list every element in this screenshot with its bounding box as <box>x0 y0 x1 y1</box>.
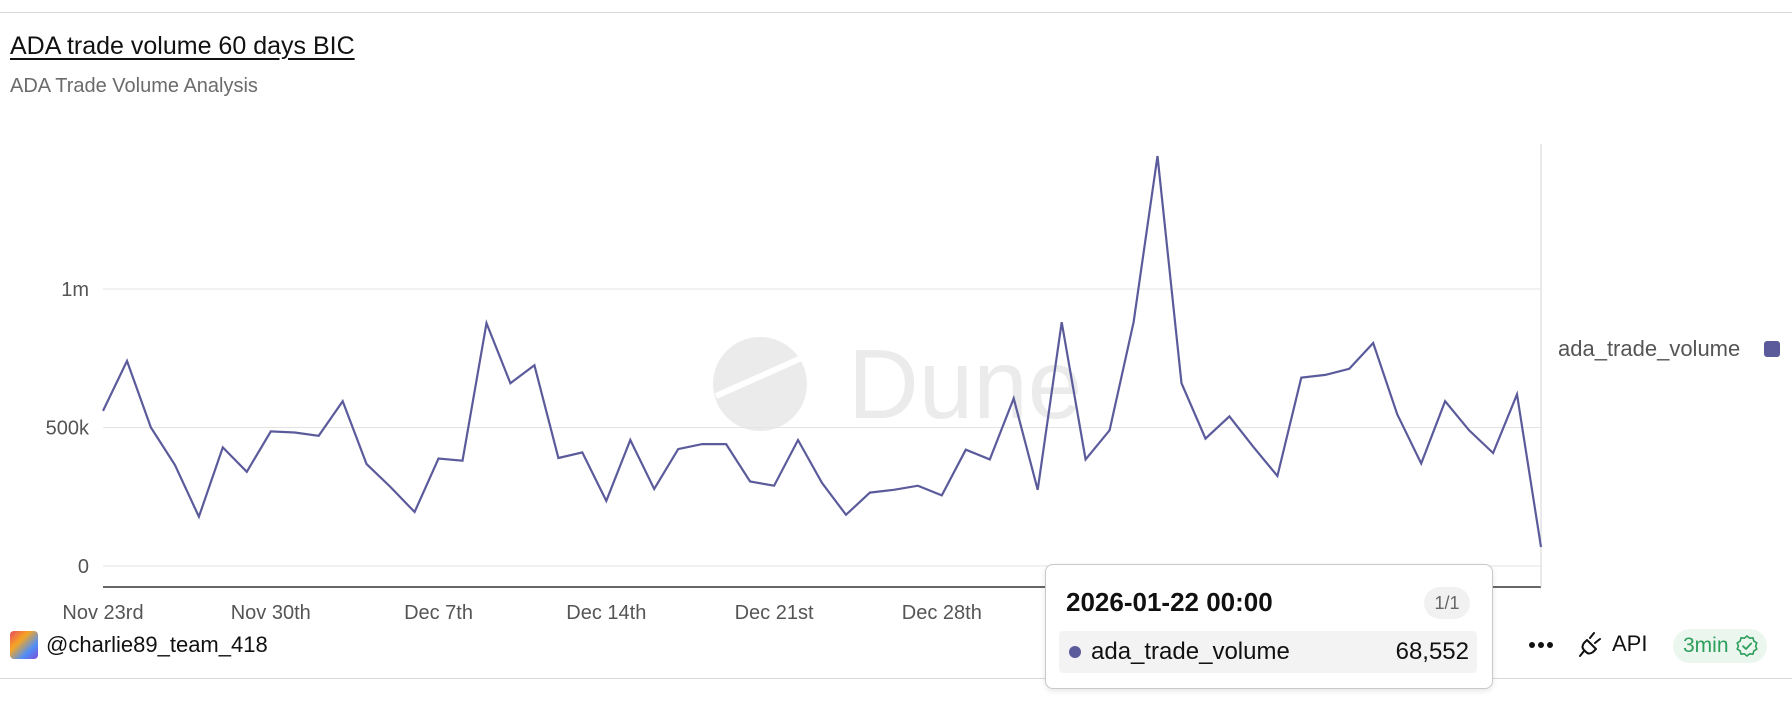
author[interactable]: @charlie89_team_418 <box>10 631 268 659</box>
x-axis-ticks: Nov 23rd Nov 30th Dec 7th Dec 14th Dec 21st D… <box>62 602 981 624</box>
series-layer <box>102 155 1543 548</box>
legend-swatch <box>1764 341 1780 357</box>
refresh-badge[interactable]: 3min <box>1673 629 1767 663</box>
y-gridlines <box>103 288 1541 567</box>
chart-tooltip: 2026-01-22 00:00 1/1 ada_trade_volume 68… <box>1045 564 1493 689</box>
x-tick-label: Dec 28th <box>902 602 982 624</box>
more-button[interactable] <box>1526 630 1556 660</box>
legend-label: ada_trade_volume <box>1558 336 1741 361</box>
top-divider <box>0 12 1792 13</box>
dune-watermark: Dune <box>713 329 1082 439</box>
x-tick-label: Dec 14th <box>566 602 646 624</box>
more-horizontal-icon <box>1529 642 1553 648</box>
chart-subtitle: ADA Trade Volume Analysis <box>10 75 258 97</box>
tooltip-value: 68,552 <box>1395 638 1469 665</box>
x-tick-label: Nov 23rd <box>62 602 143 624</box>
username[interactable]: @charlie89_team_418 <box>46 632 268 657</box>
chart-title[interactable]: ADA trade volume 60 days BIC <box>10 32 355 60</box>
x-tick-label: Nov 30th <box>231 602 311 624</box>
tooltip-pager[interactable]: 1/1 <box>1424 587 1470 619</box>
tooltip-series-name: ada_trade_volume <box>1091 638 1290 665</box>
y-tick-label: 500k <box>46 418 90 440</box>
tooltip-date: 2026-01-22 00:00 <box>1066 587 1273 617</box>
y-tick-label: 0 <box>78 556 89 578</box>
check-badge-icon <box>1735 635 1758 657</box>
api-label: API <box>1612 631 1648 656</box>
refresh-label: 3min <box>1683 634 1729 657</box>
tooltip-row: ada_trade_volume 68,552 <box>1059 631 1477 673</box>
x-tick-label: Dec 21st <box>735 602 814 624</box>
dune-watermark-text: Dune <box>848 329 1082 439</box>
y-tick-label: 1m <box>61 279 89 301</box>
x-tick-label: Dec 7th <box>404 602 473 624</box>
tooltip-series-dot <box>1069 646 1081 658</box>
y-axis-ticks: 0 500k 1m <box>46 279 90 578</box>
series-line-ada_trade_volume[interactable] <box>102 155 1543 548</box>
api-plug-icon <box>1579 632 1601 657</box>
avatar <box>10 631 38 659</box>
legend[interactable]: ada_trade_volume <box>1558 336 1780 362</box>
bottom-divider <box>0 678 1792 679</box>
api-button[interactable]: API <box>1578 630 1647 658</box>
